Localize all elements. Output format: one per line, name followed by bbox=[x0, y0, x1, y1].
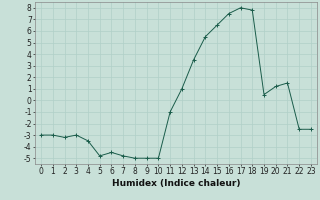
X-axis label: Humidex (Indice chaleur): Humidex (Indice chaleur) bbox=[112, 179, 240, 188]
